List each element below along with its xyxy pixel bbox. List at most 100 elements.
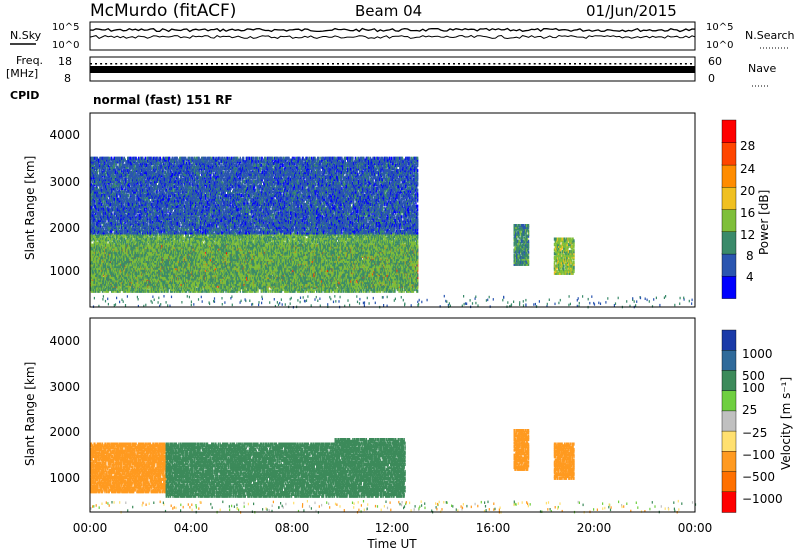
nave-mark [337,63,339,65]
nave-mark [362,63,364,65]
nave-mark [413,63,415,65]
nave-mark [201,63,203,65]
nave-mark [685,63,687,65]
noise-left-tick-bottom: 10^0 [52,40,79,51]
nave-mark [95,63,97,65]
nave-mark [302,63,304,65]
nave-mark [584,63,586,65]
nave-mark [241,63,243,65]
nave-mark [151,63,153,65]
nave-mark [640,63,642,65]
nave-mark [388,63,390,65]
freq-tick-bottom: 8 [64,72,71,85]
noise-sky-label: N.Sky [10,29,42,42]
cpid-label: CPID [10,89,39,102]
nave-mark [655,63,657,65]
nave-mark [322,63,324,65]
nave-mark [433,63,435,65]
nave-mark [559,63,561,65]
nave-mark [519,63,521,65]
nave-mark [453,63,455,65]
nave-label: Nave [748,62,776,75]
nave-mark [246,63,248,65]
nave-mark [529,63,531,65]
nave-mark [287,63,289,65]
nave-mark [574,63,576,65]
nave-mark [524,63,526,65]
nave-mark [660,63,662,65]
nave-mark [428,63,430,65]
nave-mark [423,63,425,65]
freq-tick-top: 18 [58,55,72,68]
nave-mark [342,63,344,65]
nave-mark [624,63,626,65]
nave-mark [473,63,475,65]
nave-trace [90,63,692,65]
nave-mark [690,63,692,65]
nave-mark [438,63,440,65]
nave-mark [675,63,677,65]
nave-mark [312,63,314,65]
nave-tick-bottom: 0 [708,72,715,85]
nave-mark [398,63,400,65]
noise-panel: N.Sky 10^5 10^0 10^5 10^0 N.Search [10,22,795,51]
nave-mark [498,63,500,65]
nave-mark [569,63,571,65]
station-title: McMurdo (fitACF) [90,1,236,21]
nave-mark [544,63,546,65]
noise-right-tick-top: 10^5 [706,22,733,33]
nave-mark [458,63,460,65]
nave-mark [161,63,163,65]
nave-mark [332,63,334,65]
freq-label: Freq. [16,54,43,67]
nave-mark [650,63,652,65]
nave-mark [478,63,480,65]
nave-mark [509,63,511,65]
nave-mark [645,63,647,65]
nave-mark [231,63,233,65]
nave-mark [352,63,354,65]
nave-mark [261,63,263,65]
nave-mark [251,63,253,65]
noise-search-line [90,36,695,39]
nave-mark [156,63,158,65]
nave-mark [594,63,596,65]
nave-mark [186,63,188,65]
nave-mark [130,63,132,65]
nave-mark [393,63,395,65]
nave-mark [468,63,470,65]
nave-mark [211,63,213,65]
freq-panel: Freq. [MHz] 18 8 60 0 Nave CPID normal (… [6,54,776,107]
nave-mark [604,63,606,65]
nave-mark [115,63,117,65]
nave-mark [630,63,632,65]
nave-mark [403,63,405,65]
nave-mark [166,63,168,65]
nave-mark [488,63,490,65]
nave-mark [125,63,127,65]
beam-title: Beam 04 [355,2,422,20]
nave-mark [347,63,349,65]
nave-mark [372,63,374,65]
nave-mark [191,63,193,65]
nave-mark [619,63,621,65]
nave-mark [216,63,218,65]
noise-sky-line [90,29,695,32]
nave-mark [272,63,274,65]
nave-mark [635,63,637,65]
nave-mark [665,63,667,65]
nave-mark [367,63,369,65]
nave-mark [317,63,319,65]
nave-mark [236,63,238,65]
nave-mark [534,63,536,65]
nave-mark [226,63,228,65]
nave-mark [514,63,516,65]
nave-mark [503,63,505,65]
nave-mark [554,63,556,65]
nave-mark [589,63,591,65]
nave-mark [110,63,112,65]
date-title: 01/Jun/2015 [586,2,677,20]
nave-mark [609,63,611,65]
noise-right-tick-bottom: 10^0 [706,40,733,51]
